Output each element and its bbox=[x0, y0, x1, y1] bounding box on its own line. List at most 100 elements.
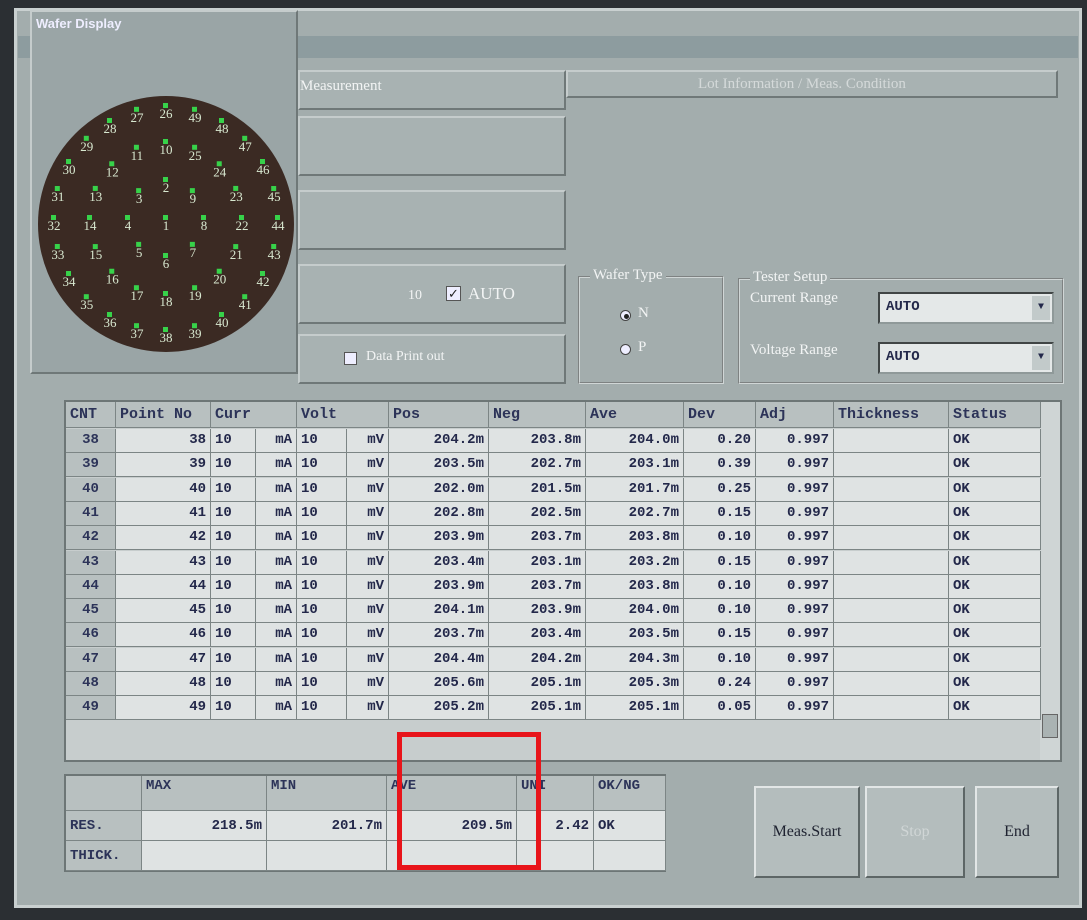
summary-cell bbox=[594, 841, 666, 871]
column-header: UNI bbox=[517, 776, 594, 811]
column-header[interactable]: Adj bbox=[756, 402, 834, 428]
voltage-combo[interactable]: AUTO ▼ bbox=[878, 342, 1054, 374]
table-cell: 10 bbox=[297, 599, 347, 624]
point-marker bbox=[83, 135, 89, 141]
dropdown-arrow[interactable]: ▼ bbox=[1032, 346, 1050, 370]
thickness-cell bbox=[834, 429, 949, 453]
point-marker bbox=[51, 215, 56, 220]
point-label: 4 bbox=[125, 218, 132, 233]
point-label: 3 bbox=[136, 191, 143, 206]
column-header[interactable]: Volt bbox=[297, 402, 389, 428]
table-cell: mA bbox=[256, 453, 297, 478]
table-cell: 203.9m bbox=[489, 599, 586, 624]
summary-cell: 209.5m bbox=[387, 811, 517, 841]
tab[interactable]: Lot Information / Meas. Condition bbox=[566, 70, 1058, 98]
thickness-cell bbox=[834, 526, 949, 551]
column-header[interactable]: Thickness bbox=[834, 402, 949, 428]
checkbox[interactable] bbox=[344, 352, 357, 365]
point-label: 33 bbox=[51, 247, 64, 262]
point-label: 12 bbox=[106, 164, 119, 179]
table-cell: mV bbox=[347, 623, 389, 648]
table-cell: 43 bbox=[66, 550, 116, 575]
point-marker bbox=[216, 161, 222, 167]
table-cell: 203.5m bbox=[389, 453, 489, 478]
table-cell: 10 bbox=[297, 550, 347, 575]
table-cell: OK bbox=[949, 501, 1041, 526]
table-cell: 41 bbox=[66, 501, 116, 526]
column-header[interactable]: Point No bbox=[116, 402, 211, 428]
table-cell: 46 bbox=[116, 623, 211, 648]
point-label: 48 bbox=[216, 121, 229, 136]
table-cell: OK bbox=[949, 696, 1041, 721]
point-label: 30 bbox=[63, 162, 76, 177]
column-header[interactable]: CNT bbox=[66, 402, 116, 428]
table-cell: 204.2m bbox=[489, 647, 586, 672]
table-cell: OK bbox=[949, 647, 1041, 672]
column-header[interactable]: Ave bbox=[586, 402, 684, 428]
column-header[interactable]: Pos bbox=[389, 402, 489, 428]
point-marker bbox=[107, 118, 112, 124]
table-cell: 203.8m bbox=[489, 429, 586, 453]
point-marker bbox=[163, 215, 168, 220]
point-marker bbox=[163, 139, 168, 144]
checkbox-label: AUTO bbox=[468, 284, 515, 303]
button[interactable]: Meas.Start bbox=[754, 786, 860, 878]
table-cell: 202.8m bbox=[389, 501, 489, 526]
corner-cell bbox=[66, 776, 142, 811]
current-combo[interactable]: AUTO ▼ bbox=[878, 292, 1054, 324]
table-cell: 201.5m bbox=[489, 477, 586, 502]
column-header[interactable]: Dev bbox=[684, 402, 756, 428]
table-cell: 10 bbox=[211, 574, 256, 599]
table-cell: 47 bbox=[66, 647, 116, 672]
auto-panel: 10 ✓ AUTO bbox=[298, 264, 566, 324]
column-header: OK/NG bbox=[594, 776, 666, 811]
summary-cell: 2.42 bbox=[517, 811, 594, 841]
column-header[interactable]: Neg bbox=[489, 402, 586, 428]
table-cell: 10 bbox=[297, 672, 347, 696]
table-cell: 0.10 bbox=[684, 574, 756, 599]
point-marker bbox=[192, 144, 198, 150]
thickness-cell bbox=[834, 550, 949, 575]
table-cell: 40 bbox=[116, 477, 211, 502]
point-label: 9 bbox=[190, 191, 197, 206]
table-cell: 205.6m bbox=[389, 672, 489, 696]
point-label: 1 bbox=[163, 218, 170, 233]
scrollbar[interactable] bbox=[1040, 402, 1060, 760]
table-cell: mV bbox=[347, 453, 389, 478]
table-cell: 0.15 bbox=[684, 501, 756, 526]
button[interactable]: End bbox=[975, 786, 1059, 878]
table-cell: 202.5m bbox=[489, 501, 586, 526]
point-label: 13 bbox=[89, 189, 102, 204]
table-cell: 0.997 bbox=[756, 574, 834, 599]
table-cell: 45 bbox=[116, 599, 211, 624]
point-marker bbox=[125, 215, 130, 220]
column-header[interactable]: Curr bbox=[211, 402, 297, 428]
point-label: 38 bbox=[160, 330, 173, 345]
point-marker bbox=[219, 311, 224, 317]
scroll-thumb[interactable] bbox=[1042, 714, 1058, 738]
table-cell: 205.1m bbox=[489, 672, 586, 696]
checkbox[interactable]: ✓ bbox=[446, 286, 461, 301]
radio[interactable] bbox=[620, 344, 631, 355]
point-label: 19 bbox=[189, 288, 202, 303]
point-marker bbox=[271, 243, 277, 249]
table-cell: mA bbox=[256, 647, 297, 672]
thickness-cell bbox=[834, 574, 949, 599]
button[interactable]: Stop bbox=[865, 786, 965, 878]
thickness-cell bbox=[834, 623, 949, 648]
tab[interactable]: Measurement bbox=[298, 70, 566, 110]
radio[interactable] bbox=[620, 310, 631, 321]
point-label: 24 bbox=[213, 164, 227, 179]
summary-table: MAX MIN AVE UNI OK/NG RES. 218.5m 201.7m 209.5m 2… bbox=[64, 774, 666, 872]
point-label: 2 bbox=[163, 180, 170, 195]
table-cell: 203.7m bbox=[489, 526, 586, 551]
dropdown-arrow[interactable]: ▼ bbox=[1032, 296, 1050, 320]
table-cell: 45 bbox=[66, 599, 116, 624]
table-cell: 0.997 bbox=[756, 696, 834, 721]
column-header[interactable]: Status bbox=[949, 402, 1041, 428]
point-marker bbox=[233, 185, 239, 191]
point-label: 23 bbox=[230, 189, 243, 204]
tester-group: Tester Setup Current Range AUTO ▼ Voltage… bbox=[738, 269, 1064, 384]
highlight-box bbox=[397, 732, 541, 870]
point-label: 40 bbox=[216, 315, 229, 330]
